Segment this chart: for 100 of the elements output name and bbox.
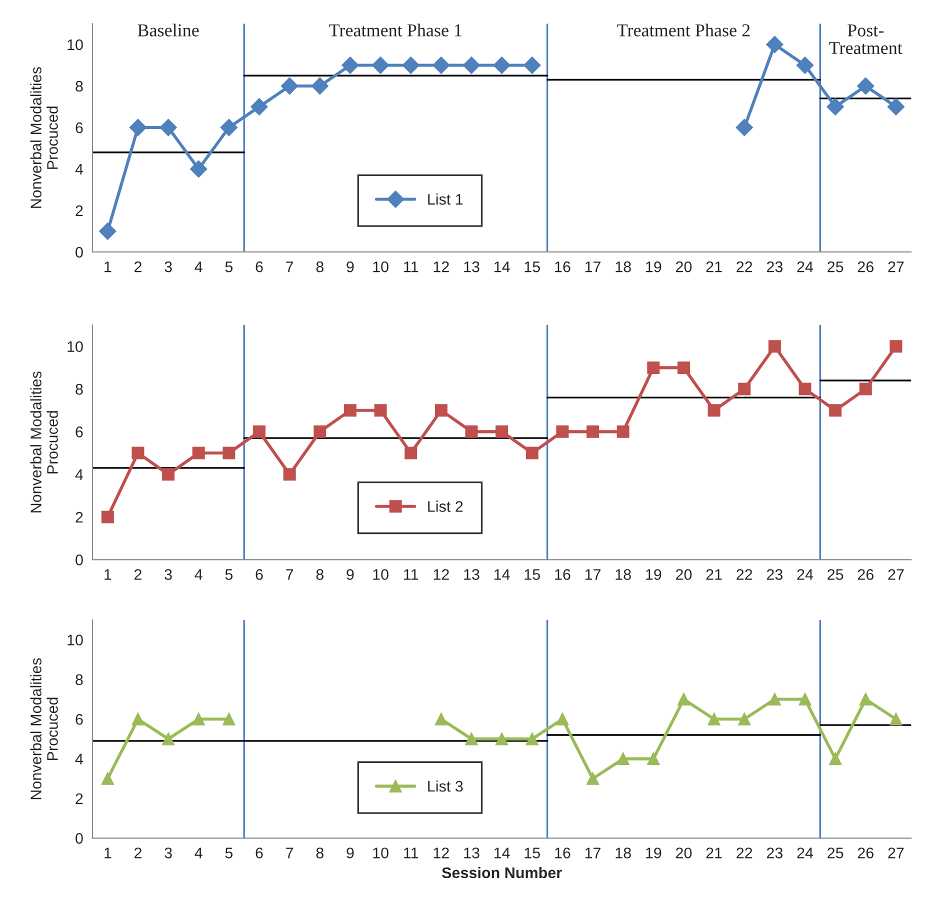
x-tick-label: 13: [464, 261, 480, 272]
x-tick-label: 12: [434, 848, 449, 858]
y-tick-label: 8: [76, 80, 83, 92]
y-tick-label: 2: [76, 793, 83, 804]
x-tick-label: 22: [736, 569, 752, 580]
x-tick-label: 8: [316, 848, 324, 858]
x-tick-label: 16: [555, 569, 570, 580]
point: [829, 752, 842, 766]
x-tick-label: 15: [524, 262, 540, 272]
x-tick-label: 24: [797, 569, 814, 580]
x-tick-label: 3: [164, 569, 172, 580]
point: [890, 712, 902, 726]
x-tick-label: 23: [766, 261, 783, 272]
point: [647, 752, 660, 766]
y-tick-label: 4: [75, 469, 84, 480]
x-tick-label: 19: [646, 261, 662, 272]
point: [465, 425, 478, 438]
y-tick-label: 0: [76, 554, 83, 566]
point: [342, 56, 359, 74]
point: [250, 98, 268, 116]
x-tick-label: 20: [676, 261, 692, 272]
x-tick-label: 2: [134, 261, 142, 272]
point: [496, 425, 508, 438]
point: [616, 752, 630, 766]
x-tick-label: 1: [104, 569, 112, 580]
y-tick-label: 10: [68, 634, 83, 646]
x-tick-label: 11: [404, 569, 418, 580]
x-tick-label: 20: [676, 848, 692, 858]
point: [432, 56, 450, 74]
point: [192, 446, 205, 460]
point: [524, 56, 541, 74]
x-tick-label: 8: [316, 261, 324, 272]
x-tick-label: 11: [404, 262, 418, 272]
x-tick-label: 23: [766, 569, 783, 580]
x-tick-label: 11: [404, 848, 418, 858]
x-tick-label: 24: [797, 848, 814, 858]
point: [677, 361, 690, 374]
point: [220, 118, 238, 136]
x-tick-label: 3: [164, 261, 172, 272]
point: [857, 77, 874, 95]
point: [222, 446, 236, 460]
point: [190, 160, 208, 178]
x-tick-label: 17: [585, 262, 600, 272]
y-tick-label: 2: [76, 205, 83, 216]
x-tick-label: 24: [797, 261, 814, 272]
y-tick-label: 6: [76, 426, 83, 438]
point: [708, 404, 720, 417]
x-tick-label: 8: [316, 569, 324, 580]
x-tick-label: 14: [494, 262, 510, 272]
point: [132, 446, 144, 460]
point: [586, 425, 600, 438]
x-tick-label: 14: [494, 848, 510, 858]
x-tick-label: 18: [616, 569, 631, 580]
x-tick-label: 13: [464, 569, 480, 580]
point: [677, 693, 690, 706]
x-tick-label: 1: [104, 262, 112, 272]
x-tick-label: 19: [646, 569, 662, 580]
point: [796, 56, 814, 74]
y-tick-label: 2: [76, 512, 83, 523]
point: [99, 222, 116, 240]
point: [708, 712, 720, 726]
x-tick-label: 25: [828, 848, 844, 858]
y-axis-title: Nonverbal Modalities Procuced: [30, 67, 58, 208]
y-tick-label: 0: [76, 833, 83, 844]
point: [829, 404, 842, 417]
y-tick-label: 8: [76, 384, 83, 395]
point: [372, 56, 390, 74]
point: [526, 446, 538, 460]
y-tick-label: 6: [76, 714, 83, 725]
point: [434, 712, 448, 726]
annotation: Treatment Phase 1: [329, 24, 462, 36]
point: [768, 340, 781, 353]
point: [253, 425, 266, 438]
x-tick-label: 15: [524, 569, 540, 580]
x-tick-label: 17: [585, 848, 600, 858]
annotation: Baseline: [138, 24, 199, 36]
point: [314, 425, 326, 438]
point: [736, 118, 753, 136]
x-tick-label: 27: [888, 569, 904, 580]
x-tick-label: 10: [373, 848, 388, 858]
y-tick-label: 4: [75, 754, 84, 764]
x-tick-label: 6: [256, 261, 263, 272]
point: [496, 732, 508, 746]
point: [402, 56, 420, 74]
point: [283, 468, 296, 481]
point: [374, 404, 387, 417]
point: [647, 361, 660, 374]
y-axis-title: Nonverbal Modalities Procuced: [30, 372, 58, 512]
x-tick-label: 4: [194, 262, 202, 272]
point: [887, 98, 905, 116]
x-tick-label: 4: [194, 569, 202, 580]
point: [434, 404, 448, 417]
x-tick-label: 22: [736, 848, 752, 858]
x-tick-label: 5: [225, 569, 233, 580]
x-tick-label: 26: [858, 569, 874, 580]
point: [586, 772, 600, 785]
legend-label: List 2: [428, 500, 463, 512]
point: [890, 340, 902, 353]
point: [493, 56, 510, 74]
x-tick-label: 13: [464, 848, 480, 858]
